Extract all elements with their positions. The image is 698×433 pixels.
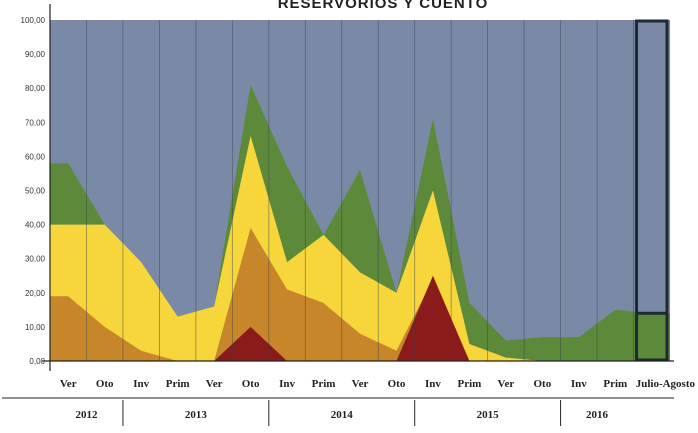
year-label: 2015: [477, 409, 500, 421]
x-tick-label: Inv: [571, 378, 587, 390]
x-tick-label: Oto: [533, 378, 551, 390]
year-label: 2013: [185, 409, 208, 421]
chart-title: RESERVORIOS Y CUENTO: [278, 0, 489, 12]
year-label: 2014: [331, 409, 354, 421]
x-tick-label: Oto: [388, 378, 406, 390]
y-tick-label: 50,00: [25, 187, 46, 196]
y-tick-label: 40,00: [25, 221, 46, 230]
x-tick-label: Prim: [166, 378, 190, 390]
area-layer: [50, 20, 670, 361]
x-tick-label: Inv: [133, 378, 149, 390]
y-tick-label: 80,00: [25, 84, 46, 93]
y-tick-label: 20,00: [25, 289, 46, 298]
x-tick-layer: Ver Oto Inv Prim Ver Oto Inv Prim Ver Oto Inv Prim V…: [60, 378, 696, 390]
x-tick-label: Prim: [312, 378, 336, 390]
x-tick-label: Oto: [96, 378, 114, 390]
x-tick-label: Julio-Agosto: [636, 378, 696, 390]
x-tick-label: Ver: [352, 378, 369, 390]
y-tick-label: 30,00: [25, 255, 46, 264]
x-tick-label: Inv: [279, 378, 295, 390]
x-tick-label: Ver: [60, 378, 77, 390]
y-tick-label: 0,00: [29, 357, 45, 366]
y-tick-label: 10,00: [25, 323, 46, 332]
x-tick-label: Oto: [242, 378, 260, 390]
y-tick-label: 100,00: [21, 16, 46, 25]
year-label: 2012: [75, 409, 98, 421]
y-tick-layer: 0,00 10,00 20,00 30,00 40,00 50,00 60,00 70,00 8…: [21, 16, 46, 366]
year-layer: 2012 2013 2014 2015 2016: [75, 400, 608, 426]
year-label: 2016: [586, 409, 609, 421]
y-tick-label: 70,00: [25, 118, 46, 127]
x-tick-label: Ver: [206, 378, 223, 390]
y-tick-label: 60,00: [25, 152, 46, 161]
x-tick-label: Inv: [425, 378, 441, 390]
x-tick-label: Prim: [457, 378, 481, 390]
y-tick-label: 90,00: [25, 50, 46, 59]
x-tick-label: Prim: [603, 378, 627, 390]
x-tick-label: Ver: [498, 378, 515, 390]
